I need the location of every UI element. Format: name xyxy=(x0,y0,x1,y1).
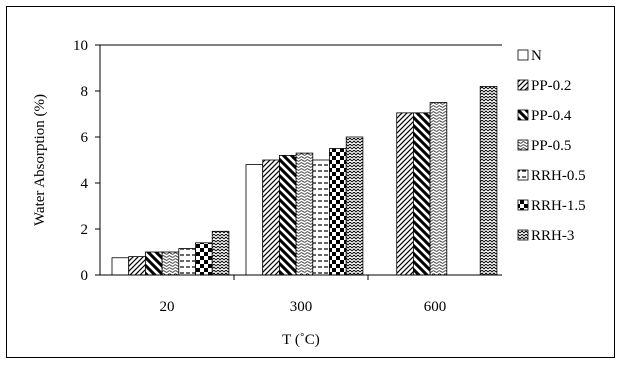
legend-rrh-1-5-swatch xyxy=(517,199,529,211)
legend-pp-0-5-label: PP-0.5 xyxy=(531,138,571,154)
legend-n-swatch xyxy=(517,49,529,61)
legend-rrh-3-label: RRH-3 xyxy=(531,228,574,244)
bar-pp-0-2-600 xyxy=(396,112,414,276)
x-axis-label: T (˚C) xyxy=(282,332,320,348)
legend-pp-0-2-swatch xyxy=(517,79,529,91)
legend-rrh-3-swatch xyxy=(517,229,529,241)
legend-rrh-0-5-swatch xyxy=(517,169,529,181)
y-tick-label: 0 xyxy=(81,268,89,284)
bar-pp-0-4-20 xyxy=(144,251,163,276)
bar-rrh-3-600 xyxy=(479,86,498,276)
bar-rrh-0-5-20 xyxy=(178,248,196,276)
y-tick-label: 10 xyxy=(73,38,88,54)
x-tick-label: 300 xyxy=(290,299,313,315)
y-tick-label: 6 xyxy=(81,130,89,146)
x-tick-label: 600 xyxy=(424,299,447,315)
bar-rrh-1-5-300 xyxy=(329,148,347,276)
bar-pp-0-4-300 xyxy=(278,154,297,276)
bar-pp-0-5-600 xyxy=(429,102,448,276)
legend-pp-0-5-swatch xyxy=(517,139,529,151)
legend-pp-0-4-swatch xyxy=(517,109,529,121)
legend-rrh-1-5-label: RRH-1.5 xyxy=(531,198,586,214)
y-tick-label: 2 xyxy=(81,222,89,238)
legend-pp-0-2-label: PP-0.2 xyxy=(531,78,571,94)
bar-pp-0-5-300 xyxy=(295,152,314,276)
bar-pp-0-2-300 xyxy=(262,159,280,276)
bar-pp-0-4-600 xyxy=(412,112,431,276)
x-tick-label: 20 xyxy=(160,299,175,315)
legend-rrh-0-5-label: RRH-0.5 xyxy=(531,168,586,184)
bar-rrh-1-5-20 xyxy=(195,242,213,276)
bar-rrh-3-20 xyxy=(211,230,230,276)
bar-rrh-0-5-300 xyxy=(312,159,330,276)
bar-rrh-3-300 xyxy=(345,136,364,276)
legend-pp-0-4-label: PP-0.4 xyxy=(531,108,572,124)
y-axis-label: Water Absorption (%) xyxy=(32,94,48,226)
bar-pp-0-2-20 xyxy=(128,256,146,276)
bar-n-300 xyxy=(245,164,264,276)
y-tick-label: 8 xyxy=(81,84,89,100)
y-tick-label: 4 xyxy=(81,176,89,192)
legend-n-label: N xyxy=(531,48,542,64)
bar-pp-0-5-20 xyxy=(161,251,180,276)
bar-n-20 xyxy=(111,257,130,276)
